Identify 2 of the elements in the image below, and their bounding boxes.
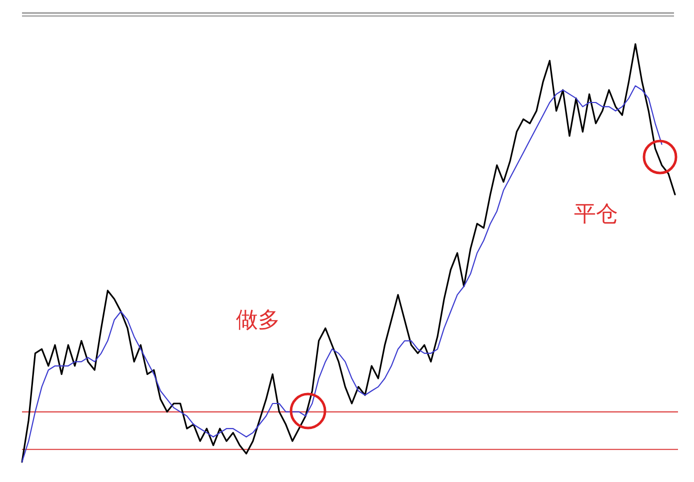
annotation: 平仓 — [574, 202, 618, 227]
annotation: 做多 — [236, 308, 280, 333]
